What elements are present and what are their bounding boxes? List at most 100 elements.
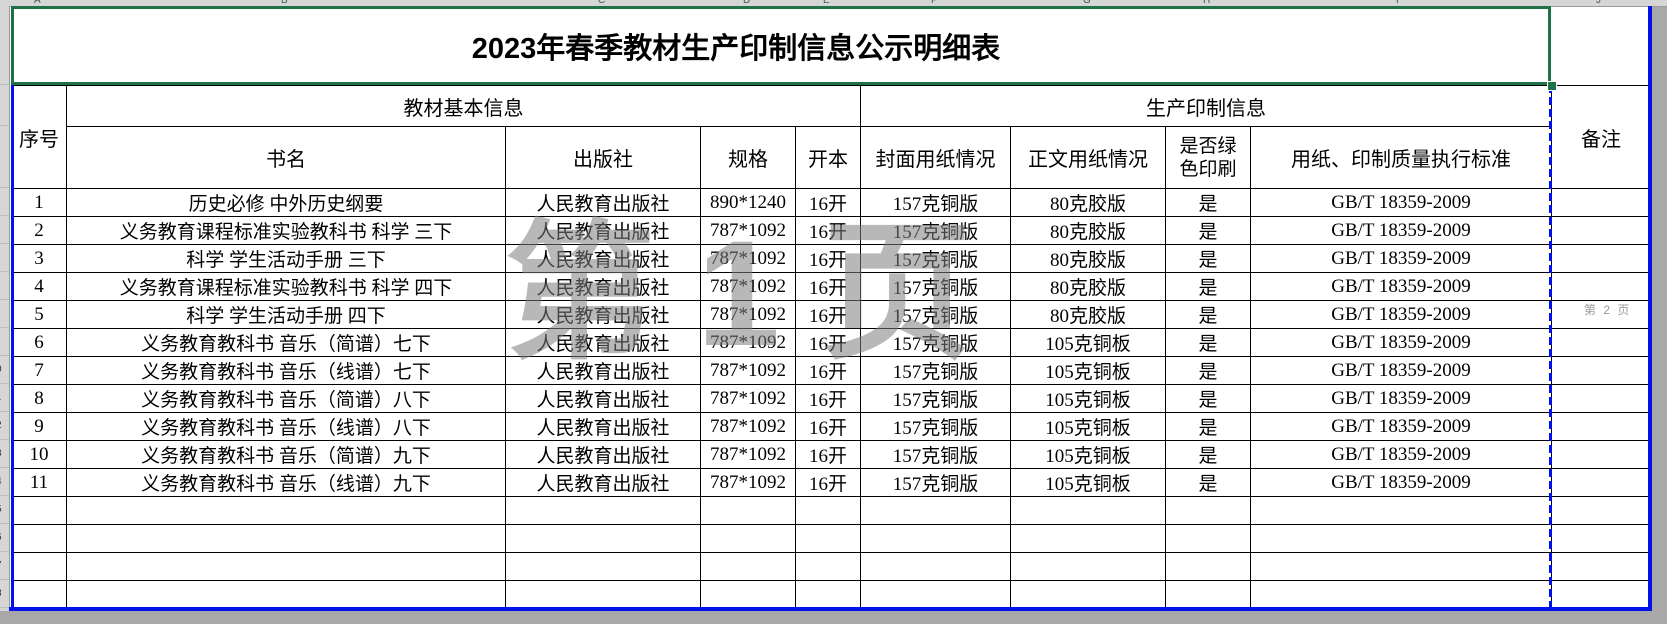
header-cover-paper[interactable]: 封面用纸情况 <box>860 126 1011 189</box>
cell-sn[interactable]: 8 <box>11 384 67 413</box>
empty-cell[interactable] <box>860 580 1011 609</box>
cell-remark[interactable] <box>1551 384 1651 413</box>
cell-publisher[interactable]: 人民教育出版社 <box>505 328 701 357</box>
empty-cell[interactable] <box>1165 496 1251 525</box>
empty-cell[interactable] <box>11 552 67 581</box>
cell-spec[interactable]: 890*1240 <box>700 188 796 217</box>
cell-book-name[interactable]: 义务教育教科书 音乐（线谱）九下 <box>66 468 506 497</box>
row-number-7[interactable]: 7 <box>0 272 9 300</box>
cell-spec[interactable]: 787*1092 <box>700 384 796 413</box>
cell-standard[interactable]: GB/T 18359-2009 <box>1250 328 1552 357</box>
empty-cell[interactable] <box>505 552 701 581</box>
cell-sn[interactable]: 9 <box>11 412 67 441</box>
column-letter-J[interactable]: J <box>1596 0 1601 6</box>
cell-spec[interactable]: 787*1092 <box>700 440 796 469</box>
cell-format[interactable]: 16开 <box>795 328 861 357</box>
cell-cover-paper[interactable]: 157克铜版 <box>860 188 1011 217</box>
cell-cover-paper[interactable]: 157克铜版 <box>860 272 1011 301</box>
cell-green-print[interactable]: 是 <box>1165 468 1251 497</box>
header-publisher[interactable]: 出版社 <box>505 126 701 189</box>
cell-book-name[interactable]: 义务教育教科书 音乐（线谱）七下 <box>66 356 506 385</box>
cell-spec[interactable]: 787*1092 <box>700 244 796 273</box>
empty-cell[interactable] <box>700 496 796 525</box>
row-number-18[interactable]: 18 <box>0 580 9 608</box>
empty-cell[interactable] <box>860 552 1011 581</box>
cell-book-name[interactable]: 科学 学生活动手册 三下 <box>66 244 506 273</box>
row-number-4[interactable]: 4 <box>0 188 9 216</box>
cell-spec[interactable]: 787*1092 <box>700 412 796 441</box>
empty-cell[interactable] <box>700 524 796 553</box>
cell-book-name[interactable]: 义务教育教科书 音乐（线谱）八下 <box>66 412 506 441</box>
row-number-6[interactable]: 6 <box>0 244 9 272</box>
cell-sn[interactable]: 3 <box>11 244 67 273</box>
cell-book-name[interactable]: 义务教育教科书 音乐（简谱）八下 <box>66 384 506 413</box>
cell-green-print[interactable]: 是 <box>1165 384 1251 413</box>
empty-cell[interactable] <box>11 496 67 525</box>
column-letter-E[interactable]: E <box>823 0 830 6</box>
column-letter-B[interactable]: B <box>281 0 288 6</box>
cell-spec[interactable]: 787*1092 <box>700 216 796 245</box>
empty-cell[interactable] <box>795 496 861 525</box>
cell-publisher[interactable]: 人民教育出版社 <box>505 272 701 301</box>
cell-remark[interactable] <box>1551 300 1651 329</box>
header-spec[interactable]: 规格 <box>700 126 796 189</box>
cell-remark[interactable] <box>1551 356 1651 385</box>
cell-green-print[interactable]: 是 <box>1165 272 1251 301</box>
print-area-left-border[interactable] <box>11 85 14 611</box>
row-number-11[interactable]: 11 <box>0 384 9 412</box>
cell-book-name[interactable]: 义务教育课程标准实验教科书 科学 四下 <box>66 272 506 301</box>
empty-cell[interactable] <box>860 496 1011 525</box>
cell-body-paper[interactable]: 105克铜板 <box>1010 468 1166 497</box>
header-standard[interactable]: 用纸、印制质量执行标准 <box>1250 126 1552 189</box>
cell-green-print[interactable]: 是 <box>1165 244 1251 273</box>
cell-body-paper[interactable]: 80克胶版 <box>1010 300 1166 329</box>
cell-cover-paper[interactable]: 157克铜版 <box>860 412 1011 441</box>
cell-publisher[interactable]: 人民教育出版社 <box>505 440 701 469</box>
cell-book-name[interactable]: 历史必修 中外历史纲要 <box>66 188 506 217</box>
cell-publisher[interactable]: 人民教育出版社 <box>505 188 701 217</box>
cell-format[interactable]: 16开 <box>795 412 861 441</box>
row-number-3[interactable]: 3 <box>0 126 9 188</box>
empty-cell[interactable] <box>860 524 1011 553</box>
cell-format[interactable]: 16开 <box>795 300 861 329</box>
empty-cell[interactable] <box>795 580 861 609</box>
column-letter-D[interactable]: D <box>743 0 751 6</box>
row-number-1[interactable]: 1 <box>0 6 9 85</box>
cell-standard[interactable]: GB/T 18359-2009 <box>1250 216 1552 245</box>
column-letter-C[interactable]: C <box>598 0 606 6</box>
cell-green-print[interactable]: 是 <box>1165 216 1251 245</box>
header-basic-info[interactable]: 教材基本信息 <box>66 85 861 127</box>
row-number-2[interactable]: 2 <box>0 85 9 126</box>
cell-remark[interactable] <box>1551 272 1651 301</box>
cell-remark[interactable] <box>1551 468 1651 497</box>
cell-standard[interactable]: GB/T 18359-2009 <box>1250 468 1552 497</box>
cell-publisher[interactable]: 人民教育出版社 <box>505 468 701 497</box>
cell-body-paper[interactable]: 80克胶版 <box>1010 216 1166 245</box>
cell-sn[interactable]: 2 <box>11 216 67 245</box>
page-break-dashed-line[interactable] <box>1549 85 1552 608</box>
empty-cell[interactable] <box>66 552 506 581</box>
empty-cell[interactable] <box>1551 552 1651 581</box>
cell-book-name[interactable]: 义务教育教科书 音乐（简谱）九下 <box>66 440 506 469</box>
empty-cell[interactable] <box>1010 552 1166 581</box>
cell-sn[interactable]: 1 <box>11 188 67 217</box>
cell-sn[interactable]: 4 <box>11 272 67 301</box>
cell-publisher[interactable]: 人民教育出版社 <box>505 244 701 273</box>
cell-green-print[interactable]: 是 <box>1165 440 1251 469</box>
cell-spec[interactable]: 787*1092 <box>700 328 796 357</box>
cell-format[interactable]: 16开 <box>795 356 861 385</box>
cell-book-name[interactable]: 义务教育课程标准实验教科书 科学 三下 <box>66 216 506 245</box>
empty-cell[interactable] <box>66 496 506 525</box>
empty-cell[interactable] <box>1010 524 1166 553</box>
cell-body-paper[interactable]: 105克铜板 <box>1010 412 1166 441</box>
cell-sn[interactable]: 7 <box>11 356 67 385</box>
empty-cell[interactable] <box>700 552 796 581</box>
cell-publisher[interactable]: 人民教育出版社 <box>505 300 701 329</box>
cell-book-name[interactable]: 义务教育教科书 音乐（简谱）七下 <box>66 328 506 357</box>
column-letter-I[interactable]: I <box>1396 0 1399 6</box>
cell-spec[interactable]: 787*1092 <box>700 468 796 497</box>
empty-cell[interactable] <box>66 580 506 609</box>
header-format[interactable]: 开本 <box>795 126 861 189</box>
cell-body-paper[interactable]: 80克胶版 <box>1010 244 1166 273</box>
cell-standard[interactable]: GB/T 18359-2009 <box>1250 384 1552 413</box>
